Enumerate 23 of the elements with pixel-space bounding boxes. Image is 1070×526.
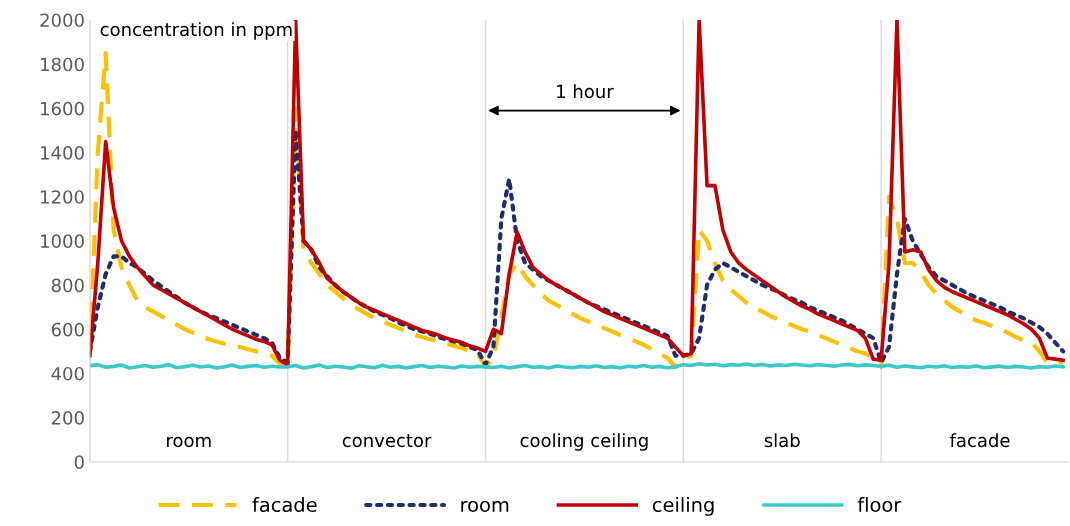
annotation: cooling ceiling [520, 433, 648, 451]
y-tick-label: 200 [51, 411, 84, 425]
y-tick-label: 1800 [41, 57, 84, 72]
y-tick-label: 1000 [41, 234, 84, 249]
y-tick-label: 1200 [41, 190, 84, 204]
y-tick-label: 1400 [41, 146, 84, 160]
y-tick-label: 1600 [41, 101, 84, 116]
legend-label: room [461, 500, 509, 513]
line-series [89, 128, 1066, 367]
annotation: room [167, 436, 211, 448]
y-tick-label: 2000 [40, 13, 84, 28]
annotation: facade [949, 433, 1010, 448]
annotation: slab [764, 433, 800, 448]
y-tick-label: 400 [51, 366, 84, 381]
y-tick-label: 0 [74, 455, 84, 469]
y-axis-title: concentration in ppm [100, 22, 292, 40]
y-tick-label: 600 [51, 322, 84, 337]
annotation: convector [342, 434, 432, 448]
legend-label: floor [857, 497, 902, 513]
y-tick-label: 800 [51, 278, 84, 293]
legend-label: facade [252, 497, 317, 513]
legend-label: ceiling [652, 497, 714, 516]
annotation: 1 hour [557, 84, 614, 99]
